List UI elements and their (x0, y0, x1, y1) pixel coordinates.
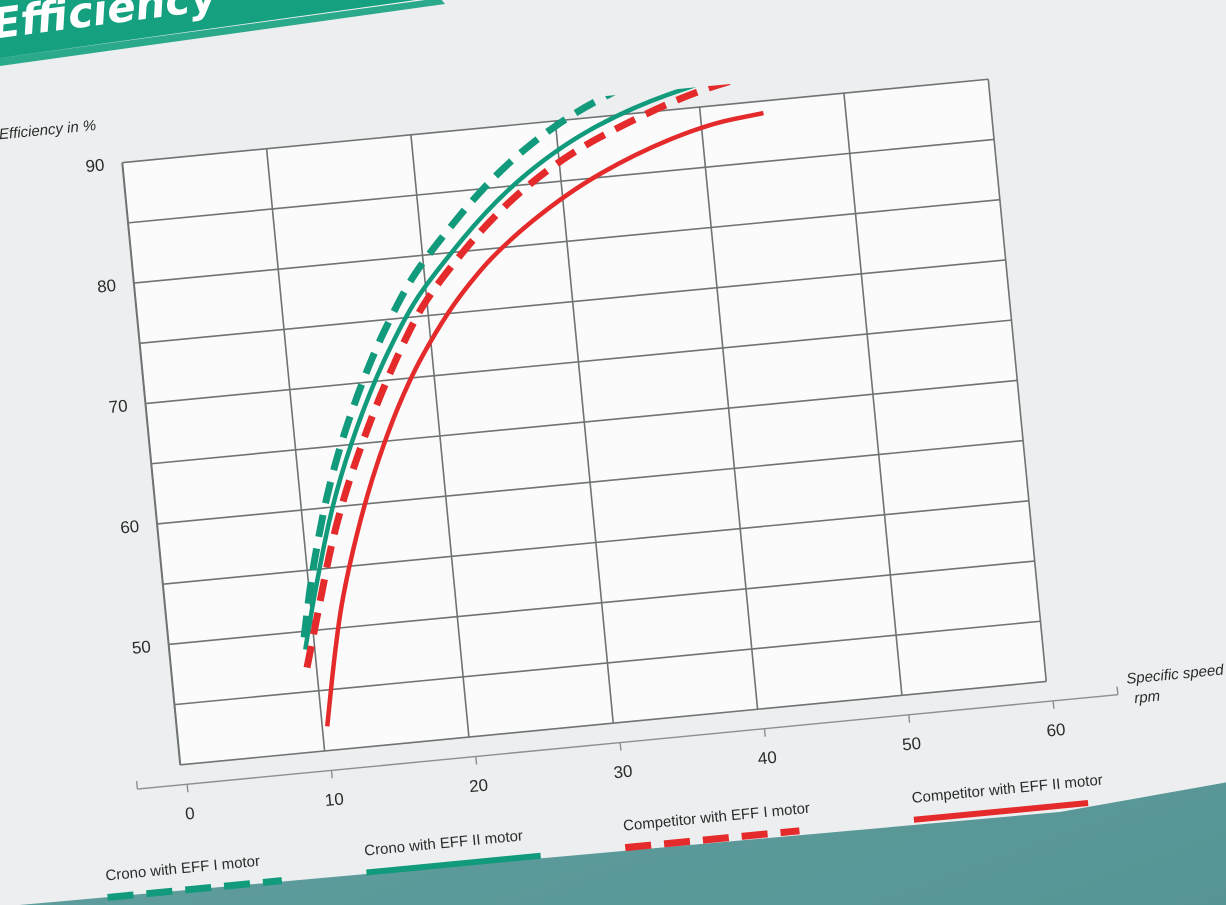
legend-swatch (366, 852, 541, 876)
grid-v-line (265, 148, 326, 752)
grid-v-line (843, 93, 903, 696)
x-tick-mark (475, 756, 478, 765)
x-axis-end-tick (1116, 686, 1119, 695)
x-tick-mark (619, 742, 622, 751)
axes (121, 162, 1119, 790)
x-axis-end-tick (135, 781, 139, 790)
x-tick-mark (1052, 700, 1055, 709)
series-line (303, 66, 775, 669)
x-axis-unit: rpm (1133, 688, 1160, 707)
y-tick-label: 80 (96, 276, 117, 297)
x-tick-mark (763, 728, 766, 737)
paper-shadow (20, 782, 1226, 905)
x-tick-label: 60 (1046, 720, 1067, 741)
x-tick-label: 50 (901, 734, 922, 755)
x-tick-mark (330, 770, 333, 779)
grid-v-line (554, 120, 615, 724)
x-axis-line (137, 693, 1118, 790)
y-tick-label: 70 (108, 396, 129, 417)
series-lines (300, 62, 775, 727)
series-line (325, 110, 764, 727)
x-tick-label: 20 (468, 775, 489, 796)
x-tick-label: 30 (613, 762, 634, 783)
x-tick-label: 40 (757, 748, 778, 769)
y-tick-label: 60 (119, 517, 140, 538)
series-line (303, 62, 760, 650)
grid-v-line (410, 134, 470, 738)
series-line (300, 63, 673, 638)
legend-swatch (624, 827, 800, 852)
y-axis-line (121, 162, 182, 765)
x-tick-mark (186, 784, 189, 793)
y-tick-label: 90 (85, 155, 106, 176)
legend-swatch (913, 800, 1089, 823)
x-tick-label: 10 (324, 789, 345, 810)
grid-v-line (698, 106, 759, 710)
y-tick-label: 50 (131, 637, 152, 658)
x-tick-mark (908, 714, 911, 723)
legend-swatch (107, 877, 283, 901)
x-axis-ticks: 0 10 20 30 40 50 60 (184, 700, 1067, 824)
x-tick-label: 0 (184, 804, 195, 824)
grid-v-line (987, 79, 1048, 682)
y-axis-ticks: 50 60 70 80 90 (85, 155, 152, 657)
